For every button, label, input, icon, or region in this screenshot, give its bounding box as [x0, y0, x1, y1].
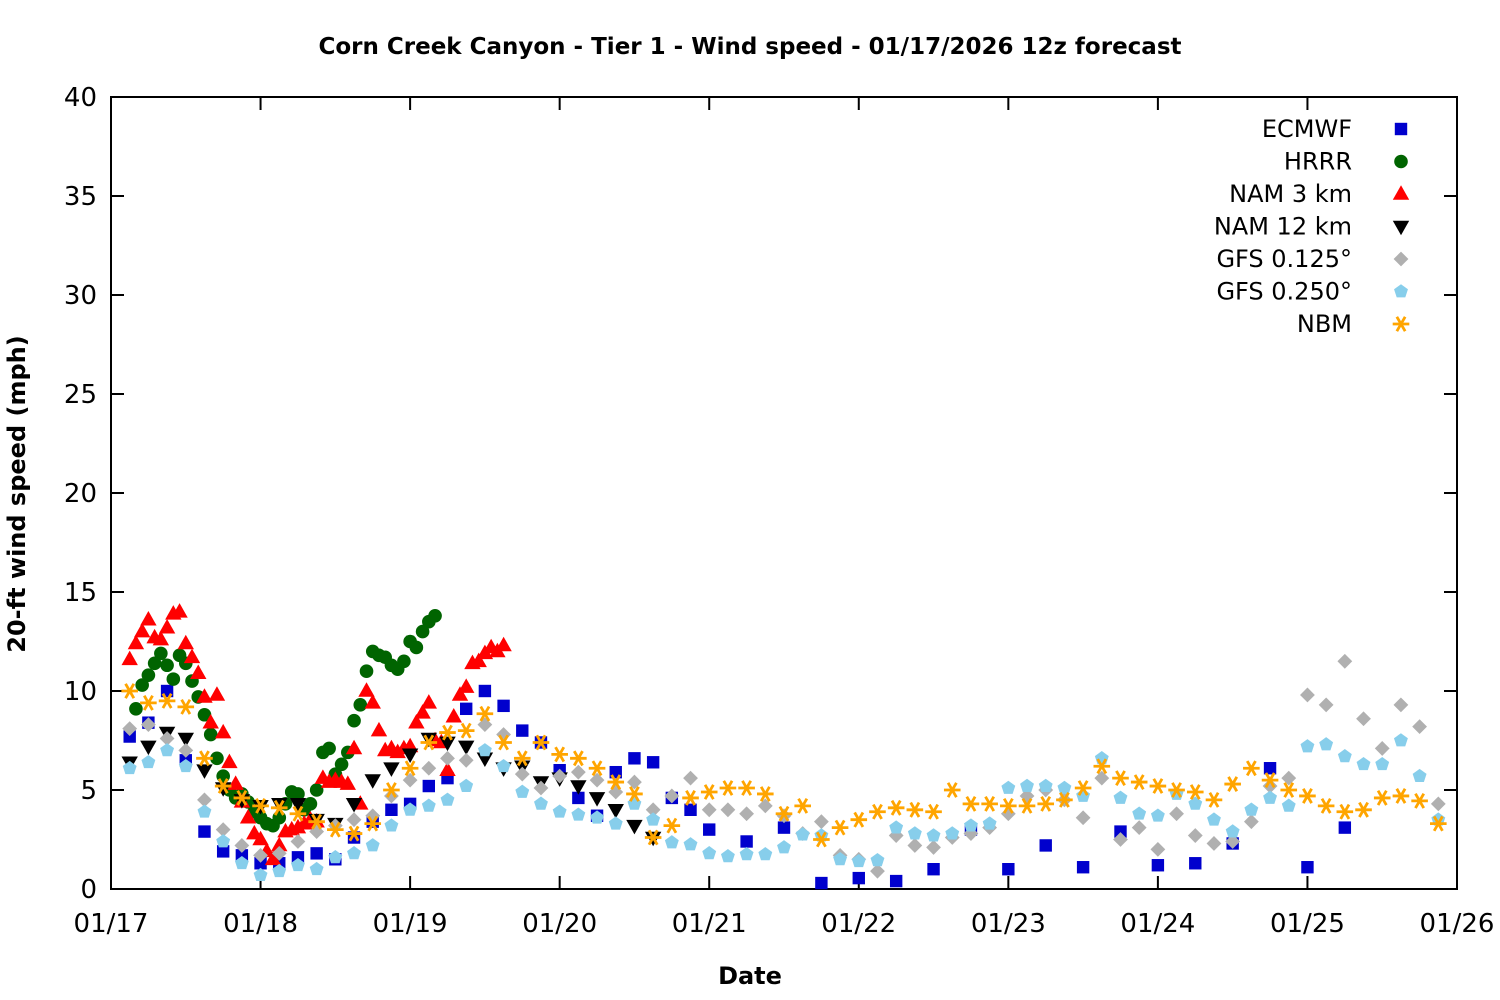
- legend-item-gfs-0-250-: GFS 0.250°: [1216, 278, 1408, 306]
- legend-item-gfs-0-125-: GFS 0.125°: [1216, 245, 1409, 273]
- y-tick-label: 0: [80, 875, 97, 905]
- x-tick-label: 01/17: [74, 909, 149, 939]
- y-tick-label: 10: [64, 677, 97, 707]
- y-tick-label: 40: [64, 83, 97, 113]
- axis-ticks: 01/17 01/18 01/19 01/20 01/21 01/22 01/23 01/24…: [64, 83, 1495, 939]
- legend-label: NAM 12 km: [1214, 213, 1352, 241]
- x-tick-label: 01/23: [971, 909, 1046, 939]
- series-nbm: [121, 683, 1447, 848]
- series-hrrr: [129, 608, 442, 833]
- y-tick-label: 35: [64, 182, 97, 212]
- legend-label: HRRR: [1284, 148, 1352, 176]
- series-nam-3-km: [121, 603, 512, 866]
- legend-item-nam-12-km: NAM 12 km: [1214, 213, 1410, 241]
- x-tick-label: 01/19: [373, 909, 448, 939]
- x-tick-label: 01/26: [1420, 909, 1495, 939]
- x-tick-label: 01/25: [1270, 909, 1345, 939]
- y-tick-label: 25: [64, 380, 97, 410]
- y-tick-label: 30: [64, 281, 97, 311]
- legend-item-nbm: NBM: [1297, 310, 1410, 338]
- legend-label: NBM: [1297, 310, 1352, 338]
- series-ecmwf: [123, 684, 1352, 890]
- legend-label: GFS 0.250°: [1216, 278, 1352, 306]
- y-tick-label: 15: [64, 578, 97, 608]
- x-tick-label: 01/18: [223, 909, 298, 939]
- series-gfs-0-250-: [122, 733, 1446, 882]
- x-tick-label: 01/24: [1120, 909, 1195, 939]
- legend-item-hrrr: HRRR: [1284, 148, 1408, 176]
- legend-item-nam-3-km: NAM 3 km: [1229, 180, 1410, 208]
- y-tick-label: 5: [80, 776, 97, 806]
- x-tick-label: 01/20: [522, 909, 597, 939]
- x-axis-label: Date: [718, 962, 782, 990]
- legend-item-ecmwf: ECMWF: [1262, 115, 1408, 143]
- legend-label: ECMWF: [1262, 115, 1352, 143]
- chart-title: Corn Creek Canyon - Tier 1 - Wind speed …: [318, 34, 1182, 60]
- legend-label: GFS 0.125°: [1216, 245, 1352, 273]
- legend: ECMWF HRRR NAM 3 km NAM 12 km GFS 0.125° GFS …: [1214, 115, 1410, 338]
- x-tick-label: 01/21: [672, 909, 747, 939]
- legend-label: NAM 3 km: [1229, 180, 1352, 208]
- y-tick-label: 20: [64, 479, 97, 509]
- x-tick-label: 01/22: [821, 909, 896, 939]
